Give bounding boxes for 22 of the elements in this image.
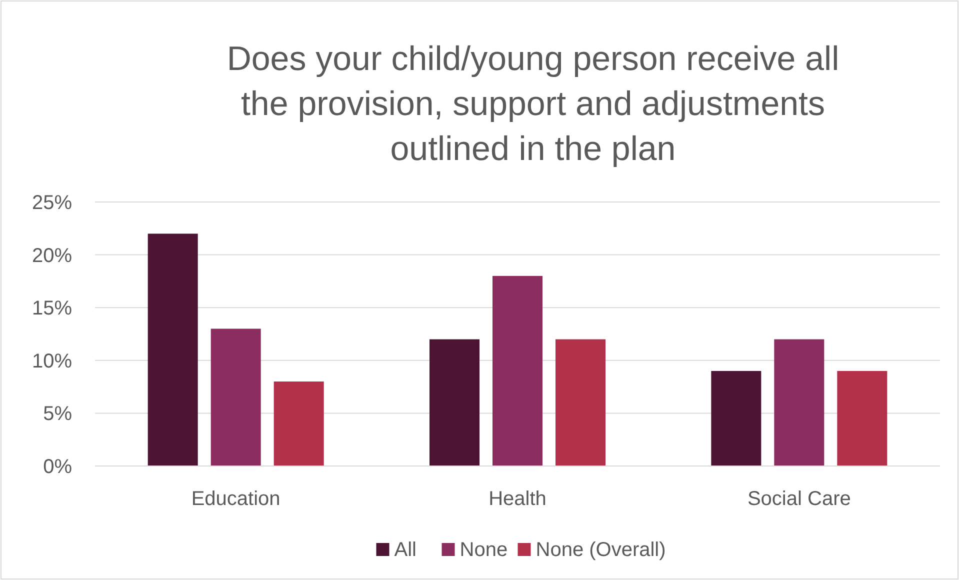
chart-title: Does your child/young person receive all the provision, support and adjustments outlined in the plan — [226, 40, 840, 168]
bar — [430, 339, 480, 466]
bar — [556, 339, 606, 466]
bar — [210, 328, 261, 466]
legend-label: All — [394, 539, 416, 561]
bar — [837, 370, 888, 466]
x-tick-label: Health — [488, 488, 546, 510]
bar — [148, 234, 198, 466]
bar — [492, 276, 542, 466]
y-tick-label: 0% — [43, 456, 72, 478]
bar — [274, 382, 324, 466]
y-tick-label: 5% — [43, 403, 72, 426]
y-tick-label: 25% — [32, 192, 72, 214]
y-tick-label: 10% — [32, 350, 72, 372]
y-tick-label: 20% — [32, 244, 72, 267]
bar — [711, 370, 762, 466]
legend-label: None — [460, 539, 508, 561]
legend-label: None (Overall) — [536, 539, 666, 561]
x-tick-label: Education — [191, 488, 280, 510]
y-tick-label: 15% — [32, 298, 72, 320]
bar — [774, 339, 824, 466]
x-tick-label: Social Care — [747, 488, 851, 510]
